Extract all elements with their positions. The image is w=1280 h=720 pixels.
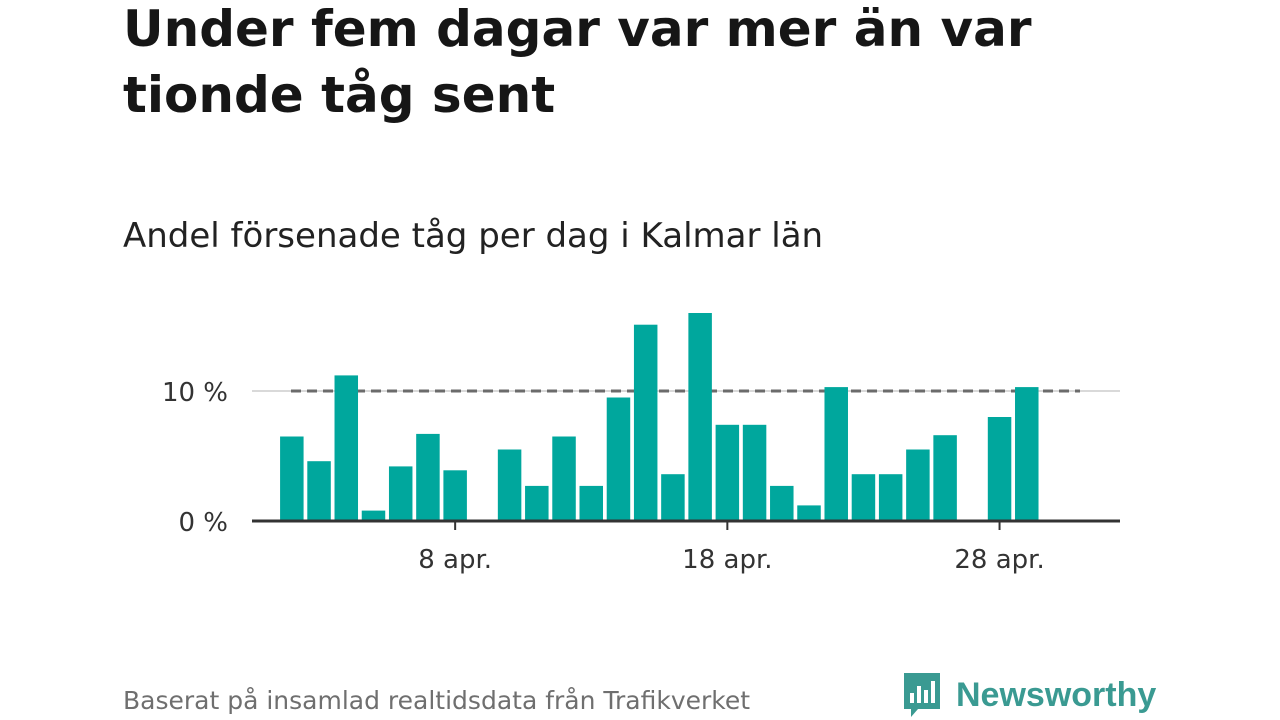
bar bbox=[280, 436, 304, 521]
source-note: Baserat på insamlad realtidsdata från Tr… bbox=[123, 686, 751, 715]
brand-name: Newsworthy bbox=[956, 675, 1157, 714]
bar bbox=[416, 433, 440, 521]
x-tick-label: 8 apr. bbox=[418, 545, 492, 575]
bar bbox=[824, 387, 848, 521]
bar bbox=[633, 324, 658, 521]
bar bbox=[334, 375, 359, 521]
bar bbox=[742, 424, 767, 521]
bar bbox=[361, 510, 386, 521]
axes: 0 % 10 % 8 apr. 18 apr. 28 apr. bbox=[162, 378, 1120, 575]
bar bbox=[497, 449, 522, 521]
brand: Newsworthy bbox=[902, 670, 1156, 720]
bar bbox=[1015, 387, 1039, 521]
y-tick-label: 10 % bbox=[162, 378, 228, 408]
bar-chart-speech-bubble-icon bbox=[904, 673, 940, 717]
x-tick-label: 18 apr. bbox=[682, 545, 772, 575]
bar bbox=[661, 474, 685, 521]
bar bbox=[878, 474, 903, 521]
bar bbox=[307, 461, 331, 521]
bar bbox=[579, 485, 603, 521]
bars bbox=[280, 313, 1039, 521]
bar bbox=[770, 485, 794, 521]
chart-subtitle: Andel försenade tåg per dag i Kalmar län bbox=[123, 216, 824, 256]
bar bbox=[606, 397, 631, 521]
bar bbox=[688, 313, 712, 521]
bar bbox=[933, 435, 957, 521]
bar bbox=[388, 466, 413, 521]
bar bbox=[552, 436, 576, 521]
bar bbox=[851, 474, 876, 521]
x-tick-label: 28 apr. bbox=[954, 545, 1044, 575]
chart-title: Under fem dagar var mer än var tionde tå… bbox=[123, 0, 1032, 124]
y-tick-label: 0 % bbox=[178, 508, 228, 538]
bar bbox=[715, 424, 740, 521]
bar bbox=[987, 417, 1012, 521]
bar bbox=[525, 485, 549, 521]
bar bbox=[443, 470, 467, 521]
bar bbox=[906, 449, 930, 521]
bar bbox=[797, 505, 821, 521]
